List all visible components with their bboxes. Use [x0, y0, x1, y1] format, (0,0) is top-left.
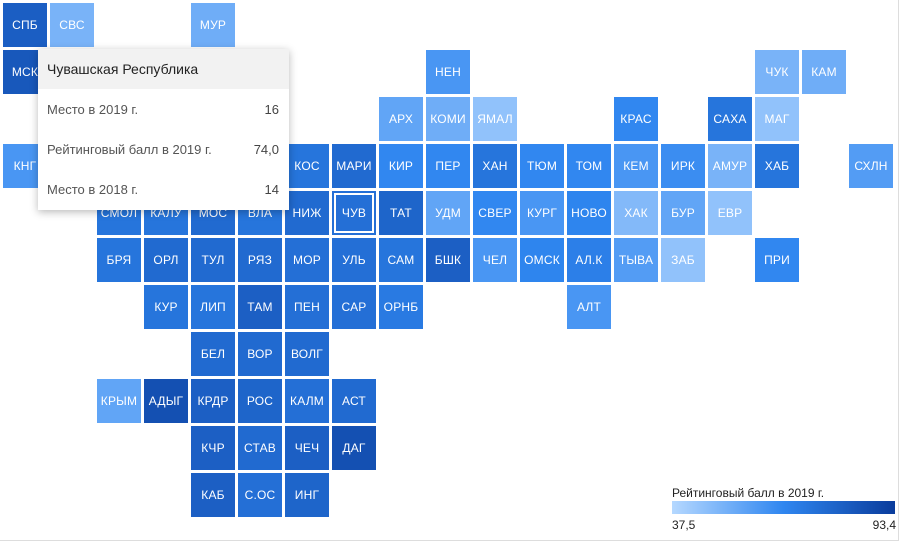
region-tile[interactable]: ЧУК: [755, 50, 799, 94]
region-tile[interactable]: КУРГ: [520, 191, 564, 235]
tooltip-row-rank-2018: Место в 2018 г. 14: [47, 179, 279, 199]
region-tile[interactable]: МОР: [285, 238, 329, 282]
region-tile[interactable]: ЧЕЛ: [473, 238, 517, 282]
region-tile[interactable]: УЛЬ: [332, 238, 376, 282]
region-tile[interactable]: ВОР: [238, 332, 282, 376]
region-tile[interactable]: БУР: [661, 191, 705, 235]
region-tile[interactable]: АЛ.К: [567, 238, 611, 282]
region-tile[interactable]: СВЕР: [473, 191, 517, 235]
region-tile[interactable]: САХА: [708, 97, 752, 141]
tooltip-row-value: 16: [264, 101, 279, 117]
legend-title: Рейтинговый балл в 2019 г.: [672, 486, 825, 500]
region-tile[interactable]: АМУР: [708, 144, 752, 188]
region-tile[interactable]: ЗАБ: [661, 238, 705, 282]
tooltip-row-rank-2019: Место в 2019 г. 16: [47, 99, 279, 119]
legend-min-label: 37,5: [672, 518, 696, 532]
region-tile[interactable]: АРХ: [379, 97, 423, 141]
region-tile[interactable]: НИЖ: [285, 191, 329, 235]
region-tile[interactable]: КЕМ: [614, 144, 658, 188]
region-tile[interactable]: ЯМАЛ: [473, 97, 517, 141]
region-tile[interactable]: ОМСК: [520, 238, 564, 282]
region-tile[interactable]: РОС: [238, 379, 282, 423]
tooltip-row-label: Рейтинговый балл в 2019 г.: [47, 141, 212, 157]
region-tile[interactable]: УДМ: [426, 191, 470, 235]
region-tile[interactable]: КРЫМ: [97, 379, 141, 423]
region-tile[interactable]: ОРНБ: [379, 285, 423, 329]
region-tile[interactable]: ЕВР: [708, 191, 752, 235]
region-tile[interactable]: ИНГ: [285, 473, 329, 517]
region-tile[interactable]: САР: [332, 285, 376, 329]
tooltip-row-label: Место в 2018 г.: [47, 181, 139, 197]
region-tile[interactable]: ТЮМ: [520, 144, 564, 188]
region-tile[interactable]: ТАТ: [379, 191, 423, 235]
region-tile[interactable]: САМ: [379, 238, 423, 282]
region-tile[interactable]: АДЫГ: [144, 379, 188, 423]
region-tile[interactable]: ПРИ: [755, 238, 799, 282]
tooltip-row-value: 14: [264, 181, 279, 197]
region-tile[interactable]: МАГ: [755, 97, 799, 141]
region-tile[interactable]: ИРК: [661, 144, 705, 188]
region-tile[interactable]: КОС: [285, 144, 329, 188]
region-tile[interactable]: АСТ: [332, 379, 376, 423]
region-tile[interactable]: КРАС: [614, 97, 658, 141]
region-tile[interactable]: С.ОС: [238, 473, 282, 517]
region-tile[interactable]: ВОЛГ: [285, 332, 329, 376]
region-tile[interactable]: ТЫВА: [614, 238, 658, 282]
region-tile[interactable]: СТАВ: [238, 426, 282, 470]
region-tile[interactable]: КИР: [379, 144, 423, 188]
region-tile[interactable]: ЧЕЧ: [285, 426, 329, 470]
region-tile[interactable]: ХАБ: [755, 144, 799, 188]
region-tile[interactable]: КАЛМ: [285, 379, 329, 423]
region-tile[interactable]: МАРИ: [332, 144, 376, 188]
region-tooltip: Чувашская Республика Место в 2019 г. 16 …: [38, 49, 289, 210]
region-tile[interactable]: ДАГ: [332, 426, 376, 470]
region-tile[interactable]: ЧУВ: [332, 191, 376, 235]
region-tile[interactable]: БШК: [426, 238, 470, 282]
region-tile[interactable]: ПЕР: [426, 144, 470, 188]
tooltip-title: Чувашская Республика: [38, 49, 289, 89]
region-tile[interactable]: КОМИ: [426, 97, 470, 141]
region-tile[interactable]: ОРЛ: [144, 238, 188, 282]
region-tile[interactable]: СПБ: [3, 3, 47, 47]
region-tile[interactable]: КАБ: [191, 473, 235, 517]
region-tile[interactable]: РЯЗ: [238, 238, 282, 282]
region-tile[interactable]: ТУЛ: [191, 238, 235, 282]
region-tile[interactable]: КЧР: [191, 426, 235, 470]
region-tile[interactable]: НОВО: [567, 191, 611, 235]
region-tile[interactable]: ПЕН: [285, 285, 329, 329]
region-tile[interactable]: БЕЛ: [191, 332, 235, 376]
region-tile[interactable]: СХЛН: [849, 144, 893, 188]
color-legend: Рейтинговый балл в 2019 г. 37,5 93,4: [672, 485, 896, 532]
region-tile[interactable]: КУР: [144, 285, 188, 329]
tooltip-row-label: Место в 2019 г.: [47, 101, 139, 117]
tooltip-row-score-2019: Рейтинговый балл в 2019 г. 74,0: [47, 139, 279, 159]
legend-gradient-bar: [672, 501, 895, 514]
region-tile[interactable]: ТОМ: [567, 144, 611, 188]
region-tile[interactable]: КАМ: [802, 50, 846, 94]
region-tile[interactable]: АЛТ: [567, 285, 611, 329]
region-tile[interactable]: МУР: [191, 3, 235, 47]
region-tile[interactable]: ХАН: [473, 144, 517, 188]
region-tile[interactable]: ЛИП: [191, 285, 235, 329]
region-tile[interactable]: БРЯ: [97, 238, 141, 282]
legend-max-label: 93,4: [872, 518, 896, 532]
region-tile[interactable]: КРДР: [191, 379, 235, 423]
region-tile[interactable]: ТАМ: [238, 285, 282, 329]
region-tile[interactable]: НЕН: [426, 50, 470, 94]
tooltip-row-value: 74,0: [253, 141, 279, 157]
region-tile[interactable]: СВС: [50, 3, 94, 47]
region-tile[interactable]: ХАК: [614, 191, 658, 235]
